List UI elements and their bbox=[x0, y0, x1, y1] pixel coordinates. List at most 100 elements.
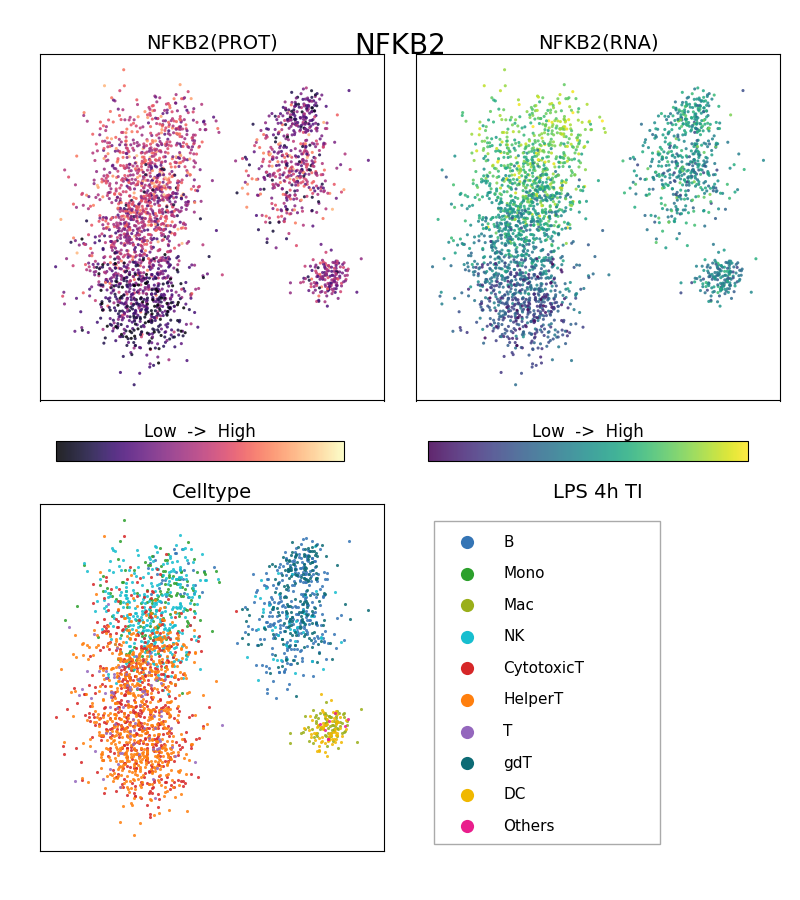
Point bbox=[108, 301, 121, 315]
Point bbox=[263, 148, 276, 162]
Point bbox=[461, 202, 474, 216]
Point bbox=[122, 236, 134, 250]
CytotoxicT bbox=[100, 661, 113, 675]
CytotoxicT bbox=[146, 741, 159, 755]
Point bbox=[289, 187, 302, 202]
B bbox=[266, 641, 278, 655]
Point bbox=[514, 265, 527, 279]
Point bbox=[126, 141, 139, 156]
Point bbox=[291, 163, 304, 177]
HelperT bbox=[161, 746, 174, 760]
CytotoxicT bbox=[137, 736, 150, 751]
Point bbox=[540, 309, 553, 323]
Point bbox=[679, 188, 692, 202]
Point bbox=[279, 131, 292, 146]
CytotoxicT bbox=[129, 669, 142, 683]
Point bbox=[562, 151, 574, 166]
HelperT bbox=[171, 659, 184, 673]
Point bbox=[112, 219, 125, 233]
NK bbox=[127, 566, 140, 580]
Point bbox=[164, 175, 177, 189]
Point bbox=[658, 166, 670, 180]
Point bbox=[142, 188, 155, 202]
Point bbox=[102, 217, 114, 231]
Point bbox=[124, 182, 137, 196]
NK bbox=[168, 654, 181, 669]
Point bbox=[714, 264, 726, 278]
Point bbox=[501, 271, 514, 285]
Point bbox=[562, 217, 574, 231]
B bbox=[276, 605, 289, 619]
Point bbox=[520, 184, 533, 199]
Point bbox=[715, 258, 728, 273]
Point bbox=[540, 190, 553, 204]
HelperT bbox=[118, 666, 131, 680]
CytotoxicT bbox=[168, 678, 181, 692]
Point bbox=[563, 131, 576, 146]
DC bbox=[334, 710, 346, 724]
Point bbox=[118, 161, 131, 176]
CytotoxicT bbox=[50, 709, 62, 724]
Point bbox=[495, 243, 508, 257]
Point bbox=[114, 138, 126, 152]
Point bbox=[514, 321, 526, 336]
Point bbox=[562, 136, 574, 150]
HelperT bbox=[123, 607, 136, 621]
Point bbox=[479, 211, 492, 225]
Point bbox=[294, 168, 306, 183]
Point bbox=[135, 215, 148, 230]
Point bbox=[535, 277, 548, 292]
Point bbox=[302, 99, 314, 113]
CytotoxicT bbox=[102, 603, 114, 617]
Point bbox=[311, 121, 324, 135]
gdT bbox=[318, 587, 331, 601]
Point bbox=[342, 84, 355, 98]
Point bbox=[548, 271, 561, 285]
Point bbox=[482, 169, 494, 184]
Point bbox=[713, 266, 726, 280]
Point bbox=[646, 146, 659, 160]
gdT bbox=[286, 652, 299, 667]
Point bbox=[128, 285, 141, 300]
HelperT bbox=[93, 724, 106, 739]
Point bbox=[522, 287, 535, 302]
Point bbox=[494, 276, 507, 291]
Point bbox=[114, 269, 127, 284]
Point bbox=[534, 267, 547, 282]
Point bbox=[145, 303, 158, 318]
B bbox=[301, 639, 314, 653]
CytotoxicT bbox=[116, 741, 129, 755]
Point bbox=[177, 140, 190, 154]
Point bbox=[559, 115, 572, 130]
T bbox=[188, 755, 201, 770]
HelperT bbox=[114, 654, 126, 669]
Point bbox=[332, 292, 345, 306]
HelperT bbox=[177, 636, 190, 651]
Point bbox=[118, 256, 130, 270]
Point bbox=[146, 104, 159, 118]
Point bbox=[510, 173, 523, 187]
Point bbox=[519, 234, 532, 248]
Point bbox=[131, 227, 144, 241]
HelperT bbox=[115, 740, 128, 754]
Point bbox=[288, 128, 301, 142]
Point bbox=[723, 267, 736, 282]
B bbox=[276, 598, 289, 612]
Point bbox=[180, 190, 193, 204]
HelperT bbox=[124, 750, 137, 764]
Point bbox=[330, 265, 342, 279]
Point bbox=[544, 191, 557, 205]
B bbox=[282, 598, 294, 613]
Point bbox=[478, 168, 490, 183]
Point bbox=[509, 341, 522, 356]
Point bbox=[131, 256, 144, 270]
Point bbox=[547, 182, 560, 196]
HelperT bbox=[114, 779, 127, 794]
Point bbox=[509, 212, 522, 227]
HelperT bbox=[80, 713, 93, 727]
Point bbox=[298, 145, 310, 159]
Point bbox=[129, 156, 142, 170]
Point bbox=[492, 164, 505, 178]
CytotoxicT bbox=[150, 731, 163, 745]
T bbox=[100, 671, 113, 686]
